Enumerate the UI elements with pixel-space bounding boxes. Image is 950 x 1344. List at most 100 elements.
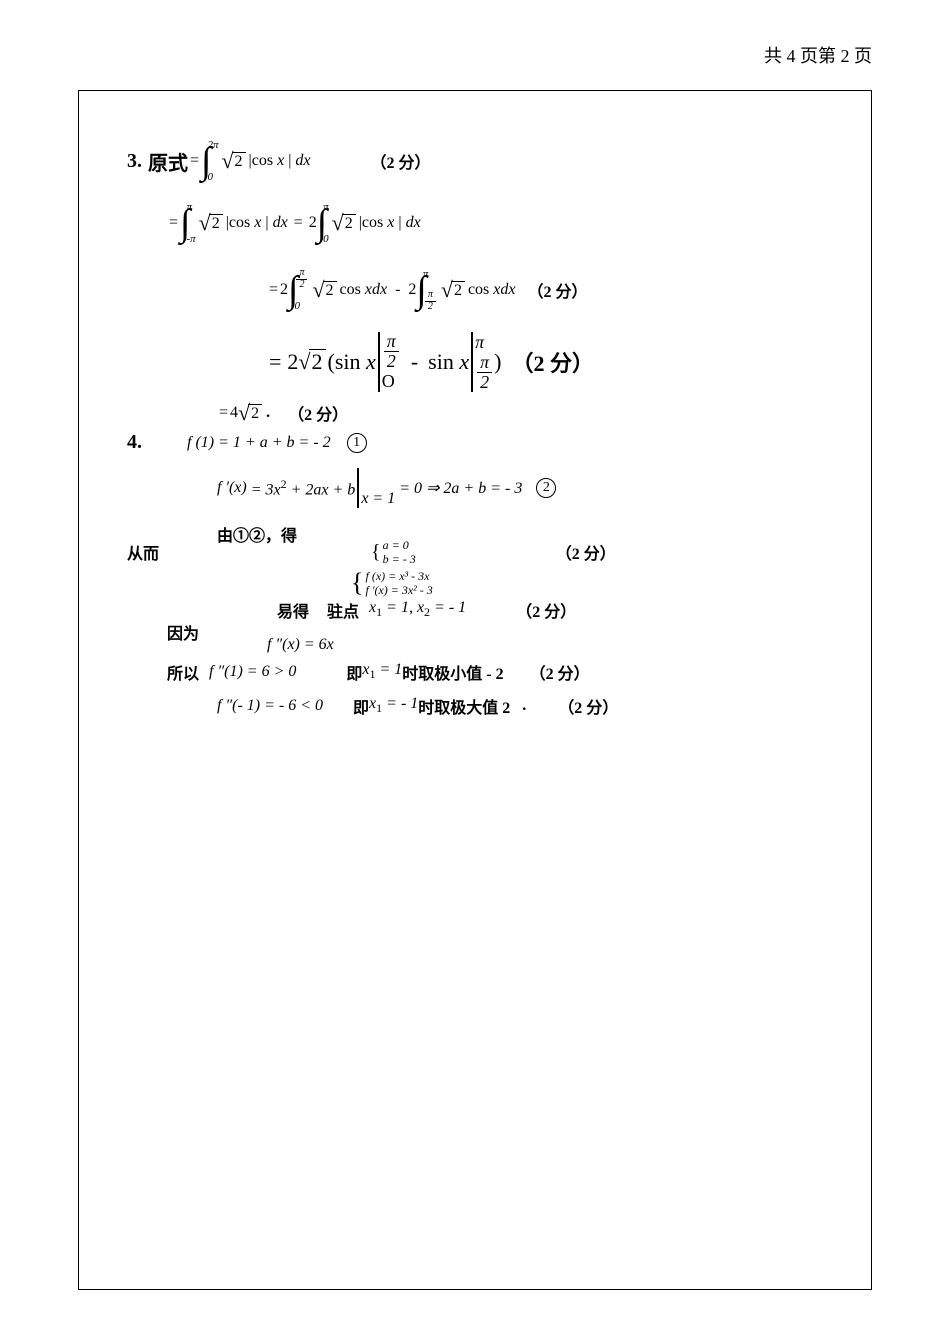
x: x <box>365 281 372 298</box>
sqrt-body: 2 <box>232 152 246 171</box>
score: 2 分 <box>511 346 594 378</box>
x: x <box>366 349 376 374</box>
cos: cos <box>340 281 361 298</box>
p4-stationary: 易得 驻点 x1 = 1, x2 = - 1 2 分 <box>127 598 841 622</box>
integral: ∫ π π2 <box>416 268 440 312</box>
score: 2 分 <box>558 694 618 718</box>
sqrt-body: 2 <box>309 349 326 374</box>
congmian: 从而 <box>127 540 197 564</box>
ub: π <box>475 332 494 353</box>
eq: = <box>167 214 180 232</box>
score: 2 分 <box>371 149 431 173</box>
two: 2 <box>309 214 317 232</box>
eq: = <box>267 281 280 299</box>
eq: = <box>292 214 305 232</box>
p3-line1: 3. 原式 = ∫ 2π 0 √2 |cos x | dx 2 分 <box>127 133 841 189</box>
sqrt-body: 2 <box>323 281 337 300</box>
dx: dx <box>500 281 515 298</box>
rhs: - 2 <box>313 434 330 452</box>
page-header: 共 4 页第 2 页 <box>764 42 872 68</box>
system-1: { a = 0 b = - 3 <box>371 538 416 567</box>
sqrt2: √2 <box>312 279 336 301</box>
poly: = 3x <box>251 481 281 498</box>
ji: 即 <box>346 660 362 684</box>
integral: ∫ π 0 <box>317 201 332 245</box>
f1: f (1) <box>187 434 214 452</box>
suoyi: 所以 <box>167 660 199 684</box>
circled-2: 2 <box>536 478 556 498</box>
sqrt-body: 2 <box>209 214 223 233</box>
p3-line5: = 4 √2 . 2 分 <box>127 401 841 425</box>
p3-line4: = 2 √2 ( sin x π2 O - sin x π π2 ) 2 分 <box>127 329 841 395</box>
e: = 1, <box>382 599 417 616</box>
sqrt2: √2 <box>441 279 465 301</box>
ji: 即 <box>353 694 369 718</box>
n: π <box>477 353 492 372</box>
dx: dx <box>295 152 310 170</box>
dx: dx <box>273 214 288 232</box>
r2: b = - 3 <box>383 552 416 566</box>
integral: ∫ π -π <box>180 201 199 245</box>
score: 2 分 <box>556 540 616 564</box>
p3-line2: = ∫ π -π √2 |cos x | dx = 2 ∫ π 0 √2 |co… <box>127 195 841 251</box>
two: 2 <box>280 281 288 299</box>
p4-fpp: f ″(x) = 6x <box>127 636 841 654</box>
abs: | <box>265 214 268 231</box>
by12: 由①②，得 <box>217 522 297 546</box>
eq: = <box>267 349 283 375</box>
eq: = <box>217 404 230 422</box>
d: 2 <box>477 372 492 392</box>
sqrt2: √2 <box>199 212 223 234</box>
e: = - 1 <box>430 599 466 616</box>
sin: sin <box>335 349 361 374</box>
period: . <box>266 404 270 422</box>
x: x <box>277 152 284 169</box>
sqrt2: √2 <box>238 402 262 424</box>
rest: + 2ax + b <box>287 481 356 498</box>
sin: sin <box>428 349 454 374</box>
integral-0-2pi: ∫ 2π 0 <box>201 139 221 183</box>
eq0: = 0 ⇒ 2a + b = - 3 <box>399 478 522 498</box>
score: 2 分 <box>527 278 587 302</box>
x: x <box>387 214 394 231</box>
p3-line3: = 2 ∫ π2 0 √2 cos xdx - 2 ∫ π π2 √2 cos … <box>127 257 841 323</box>
score: 2 分 <box>530 660 590 684</box>
eval-bar: π π2 <box>469 332 494 392</box>
score: 2 分 <box>516 598 576 622</box>
p3-label: 3. <box>127 150 142 173</box>
system-2: { f (x) = x³ - 3x f ′(x) = 3x² - 3 <box>351 569 433 598</box>
fpx: f ′(x) <box>217 479 247 497</box>
page-number: 共 4 页第 2 页 <box>764 46 872 66</box>
abs: | <box>288 152 291 169</box>
dx: dx <box>372 281 387 298</box>
eval-bar: π2 O <box>376 332 401 392</box>
circled-1: 1 <box>347 433 367 453</box>
score: 2 分 <box>288 401 348 425</box>
sqrt2: √2 <box>221 150 245 172</box>
at: x = 1 <box>361 490 395 508</box>
content-box: 3. 原式 = ∫ 2π 0 √2 |cos x | dx 2 分 = ∫ π … <box>78 90 872 1290</box>
p4-line2: f ′(x) = 3x 2 + 2ax + b x = 1 = 0 ⇒ 2a + … <box>127 460 841 516</box>
maxval: 时取极大值 2 <box>418 694 510 718</box>
cos: cos <box>229 214 250 231</box>
fpp: f ″(x) = 6x <box>267 636 334 654</box>
cos: cos <box>362 214 383 231</box>
cos: cos <box>252 152 273 169</box>
r2: f ′(x) = 3x² - 3 <box>365 583 432 597</box>
integral: ∫ π2 0 <box>288 268 312 312</box>
x: x <box>459 349 469 374</box>
minval: 时取极小值 - 2 <box>402 660 503 684</box>
sqrt-body: 2 <box>248 404 262 423</box>
n: π <box>384 332 399 351</box>
r: = - 1 <box>382 695 418 712</box>
eq: = <box>188 152 201 170</box>
r1: a = 0 <box>383 538 416 552</box>
d: 2 <box>384 351 399 371</box>
sqrt-body: 2 <box>451 281 465 300</box>
p4-suoyi-2: f ″(- 1) = - 6 < 0 即 x1 = - 1 时取极大值 2 . … <box>127 694 841 718</box>
r: = 1 <box>376 661 403 678</box>
dot: . <box>522 697 526 715</box>
zhudian: 驻点 <box>327 598 359 622</box>
fppm1: f ″(- 1) = - 6 < 0 <box>217 697 323 715</box>
p4-sys2-row: { f (x) = x³ - 3x f ′(x) = 3x² - 3 <box>127 569 841 598</box>
